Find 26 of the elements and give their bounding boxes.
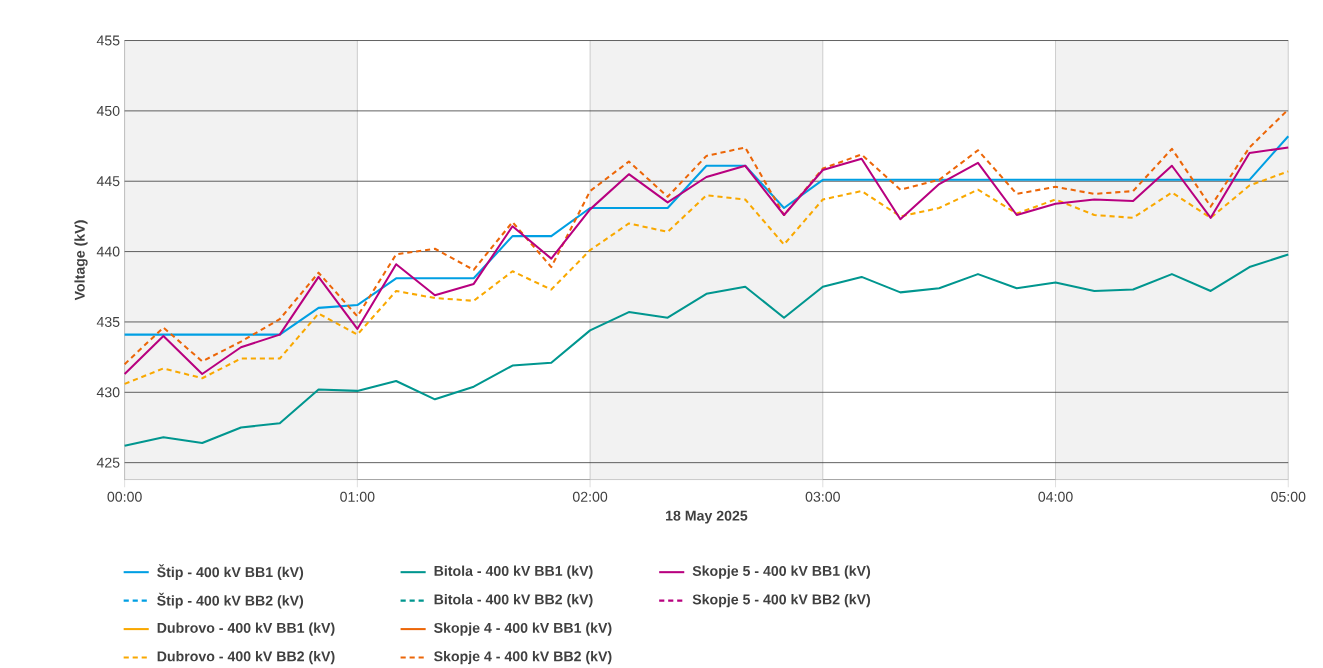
legend-label: Skopje 4 - 400 kV BB2 (kV) xyxy=(434,651,612,665)
x-tick-label: 01:00 xyxy=(340,491,375,502)
legend-label: Skopje 5 - 400 kV BB1 (kV) xyxy=(692,565,871,579)
y-tick-label: 425 xyxy=(96,457,120,468)
y-tick-label: 445 xyxy=(96,176,120,187)
y-tick-label: 455 xyxy=(96,35,120,46)
legend-label: Bitola - 400 kV BB2 (kV) xyxy=(434,594,593,608)
x-tick-label: 03:00 xyxy=(805,491,840,502)
x-tick-label: 02:00 xyxy=(572,491,608,502)
y-axis-title: Voltage (kV) xyxy=(74,220,88,301)
y-tick-label: 440 xyxy=(96,246,120,257)
y-tick-label: 450 xyxy=(96,106,120,117)
legend-label: Štip - 400 kV BB2 (kV) xyxy=(157,592,304,609)
y-tick-label: 430 xyxy=(96,387,120,398)
x-tick-label: 05:00 xyxy=(1271,491,1306,502)
legend-label: Bitola - 400 kV BB1 (kV) xyxy=(434,565,593,579)
legend-label: Dubrovo - 400 kV BB2 (kV) xyxy=(157,651,335,665)
y-tick-label: 435 xyxy=(96,317,120,328)
x-tick-label: 04:00 xyxy=(1038,491,1073,502)
x-tick-label: 00:00 xyxy=(107,491,142,502)
legend-label: Dubrovo - 400 kV BB1 (kV) xyxy=(157,622,335,636)
legend-label: Skopje 4 - 400 kV BB1 (kV) xyxy=(434,622,612,636)
legend-label: Skopje 5 - 400 kV BB2 (kV) xyxy=(692,594,871,608)
line-series xyxy=(123,253,1290,447)
legend-label: Štip - 400 kV BB1 (kV) xyxy=(157,564,304,581)
x-axis-title: 18 May 2025 xyxy=(666,510,748,524)
